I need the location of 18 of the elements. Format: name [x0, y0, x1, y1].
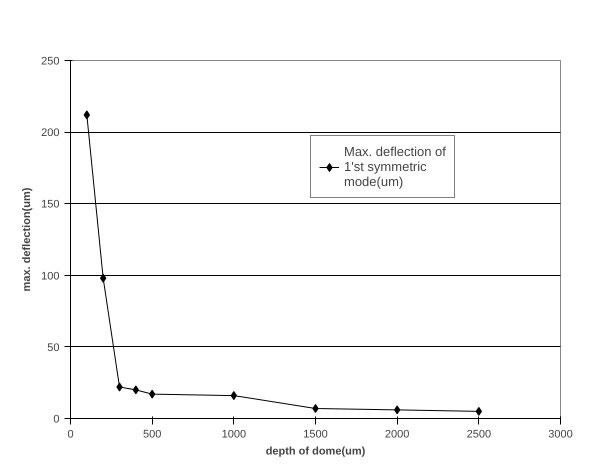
y-tick-label: 50: [47, 342, 60, 354]
y-tick-label: 200: [41, 127, 60, 140]
x-tick-label: 0: [67, 428, 74, 440]
x-tick-label: 1500: [303, 428, 328, 440]
x-tick-label: 2500: [466, 428, 492, 440]
point: [312, 404, 319, 413]
y-tick-label: 0: [53, 414, 60, 426]
y-tick-label: 250: [41, 56, 60, 68]
x-tick-label: 500: [142, 428, 162, 440]
x-tick-label: 3000: [548, 428, 573, 440]
y-tick-label: 100: [41, 270, 60, 282]
y-tick-label: 150: [41, 198, 60, 211]
legend-label: Max. deflection of 1'st symmetric mode(um): [344, 144, 446, 189]
x-tick-label: 2000: [384, 428, 410, 440]
point: [116, 382, 123, 392]
x-axis-title: depth of dome(um): [266, 446, 366, 458]
y-axis-title: max. deflection(um): [21, 187, 34, 292]
x-tick-label: 1000: [222, 428, 246, 440]
